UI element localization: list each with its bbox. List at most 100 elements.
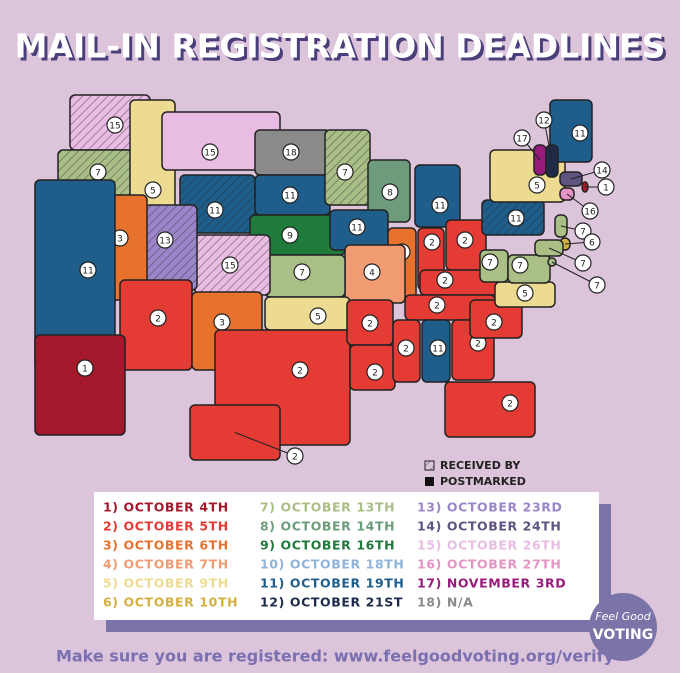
state-label: 13 <box>159 237 170 247</box>
leader-line <box>234 432 296 457</box>
state-label-circle <box>597 178 615 196</box>
state-label-circle <box>429 339 447 357</box>
legend-item: 10) OCTOBER 18TH <box>260 557 404 572</box>
state-label-circle <box>535 111 553 129</box>
legend-item: 13) OCTOBER 23RD <box>417 500 562 515</box>
state-label-circle <box>583 233 601 251</box>
state <box>414 164 461 228</box>
key-postmarked-swatch <box>425 477 434 486</box>
state-label: 2 <box>434 302 440 312</box>
legend-item: 3) OCTOBER 6TH <box>103 538 229 553</box>
state-label-circle <box>149 309 167 327</box>
state-label: 2 <box>403 345 409 355</box>
legend-item: 1) OCTOBER 4TH <box>103 500 229 515</box>
state-label: 9 <box>287 232 293 242</box>
state-label-circle <box>571 124 589 142</box>
logo <box>589 593 657 661</box>
state-label: 15 <box>204 149 215 159</box>
state-label: 7 <box>95 169 101 179</box>
legend-item: 5) OCTOBER 9TH <box>103 576 229 591</box>
state-label: 2 <box>475 340 481 350</box>
state-label-circle <box>361 314 379 332</box>
state-label-circle <box>76 359 94 377</box>
state-label: 11 <box>510 215 521 225</box>
state-label-circle <box>516 284 534 302</box>
state-label: 18 <box>285 149 297 159</box>
state-label-circle <box>221 256 239 274</box>
state-label-circle <box>485 313 503 331</box>
state-label-circle <box>281 186 299 204</box>
state-label: 11 <box>574 130 585 140</box>
footer: Make sure you are registered: www.feelgo… <box>56 647 615 666</box>
state-label: 1 <box>603 184 609 194</box>
state-label: 1 <box>82 365 88 375</box>
state-label: 11 <box>351 224 362 234</box>
state-label: 2 <box>491 319 497 329</box>
legend-item: 17) NOVEMBER 3RD <box>417 576 566 591</box>
state-label: 7 <box>580 260 586 270</box>
legend-item: 6) OCTOBER 10TH <box>103 595 238 610</box>
state-label: 3 <box>219 319 225 329</box>
state-label-circle <box>282 143 300 161</box>
state-label: 11 <box>82 267 93 277</box>
legend-item: 16) OCTOBER 27TH <box>417 557 561 572</box>
state-label: 15 <box>224 262 235 272</box>
state-label-circle <box>291 361 309 379</box>
state-label-circle <box>293 263 311 281</box>
state-label: 5 <box>522 290 528 300</box>
legend-item: 12) OCTOBER 21ST <box>260 595 403 610</box>
state-label-circle <box>309 307 327 325</box>
legend-item: 11) OCTOBER 19TH <box>260 576 404 591</box>
state-label-circle <box>581 202 599 220</box>
state-label: 2 <box>372 369 378 379</box>
state-label-circle <box>201 143 219 161</box>
state-label: 15 <box>109 122 120 132</box>
state-label: 2 <box>155 315 161 325</box>
state-label-circle <box>428 296 446 314</box>
state-label: 7 <box>594 282 600 292</box>
legend-item: 14) OCTOBER 24TH <box>417 519 561 534</box>
state <box>34 334 126 436</box>
state-label: 7 <box>299 269 305 279</box>
state-label: 2 <box>292 453 298 463</box>
state-label: 16 <box>584 208 596 218</box>
state-label-circle <box>397 339 415 357</box>
logo-bottom: VOTING <box>593 627 653 643</box>
state-label-circle <box>588 276 606 294</box>
state-label-circle <box>431 196 449 214</box>
state-label: 4 <box>369 269 375 279</box>
state-label-circle <box>501 394 519 412</box>
key-postmarked: POSTMARKED <box>440 475 526 488</box>
state-hatch <box>145 205 197 290</box>
state-label-circle <box>206 201 224 219</box>
state-label: 7 <box>342 169 348 179</box>
state-label: 7 <box>487 259 493 269</box>
state-label: 17 <box>516 135 527 145</box>
logo-top: Feel Good <box>595 610 651 623</box>
state-label-circle <box>481 253 499 271</box>
state-label-circle <box>574 254 592 272</box>
state-label-circle <box>381 183 399 201</box>
state-label-circle <box>513 129 531 147</box>
state-label: 2 <box>442 277 448 287</box>
legend-item: 18) N/A <box>417 595 473 610</box>
state-label: 8 <box>387 189 393 199</box>
state-label: 3 <box>117 235 123 245</box>
title: MAIL-IN REGISTRATION DEADLINES <box>15 27 666 66</box>
key-received-swatch <box>424 460 435 471</box>
state-label-circle <box>511 256 529 274</box>
state-label-circle <box>423 233 441 251</box>
state-label-circle <box>574 222 592 240</box>
state-label: 5 <box>534 182 540 192</box>
state-label: 7 <box>517 262 523 272</box>
state-label-circle <box>507 209 525 227</box>
state-label-circle <box>336 163 354 181</box>
state-label: 11 <box>434 202 445 212</box>
state-label-circle <box>436 271 454 289</box>
state-label: 2 <box>367 320 373 330</box>
state-label: 2 <box>462 237 468 247</box>
state-label-circle <box>79 261 97 279</box>
legend-item: 7) OCTOBER 13TH <box>260 500 395 515</box>
legend-item: 4) OCTOBER 7TH <box>103 557 229 572</box>
state-label: 12 <box>538 117 549 127</box>
